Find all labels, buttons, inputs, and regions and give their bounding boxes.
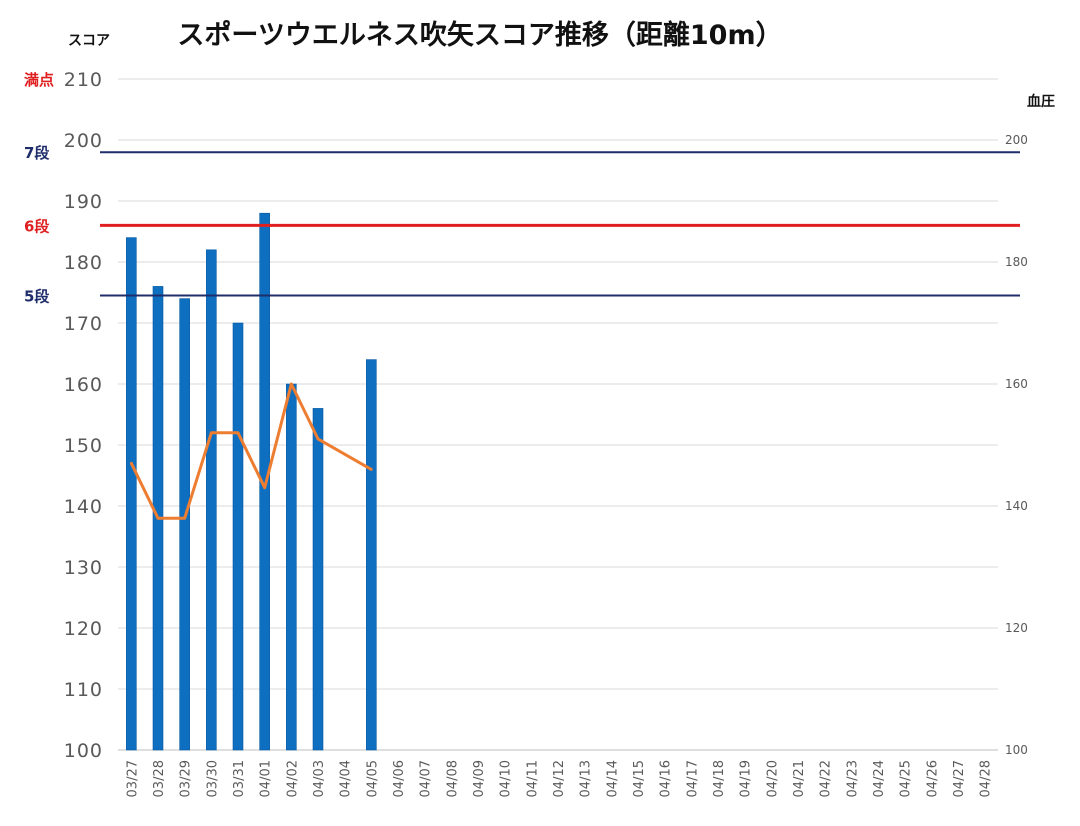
reference-label: 満点 — [24, 71, 54, 89]
y-tick-label: 130 — [64, 557, 103, 579]
y-tick-label: 110 — [64, 679, 103, 701]
bar — [206, 249, 217, 751]
bar — [126, 237, 137, 751]
line-point — [316, 437, 320, 441]
x-tick-label: 04/12 — [552, 760, 567, 797]
y2-tick-label: 200 — [1005, 133, 1028, 147]
x-tick-label: 04/15 — [632, 760, 647, 797]
x-tick-label: 04/26 — [925, 760, 940, 797]
bar-series — [126, 212, 377, 751]
x-tick-label: 04/16 — [659, 760, 674, 797]
y-tick-label: 100 — [64, 740, 103, 762]
x-tick-label: 04/08 — [445, 760, 460, 797]
y-tick-label: 120 — [64, 618, 103, 640]
y-axis-ticks: 100 110 120 130 140 150 160 170 180 190 200 210 — [64, 69, 103, 762]
bar — [179, 298, 190, 751]
line-point — [129, 461, 133, 465]
x-tick-label: 04/21 — [792, 760, 807, 797]
line-point — [236, 431, 240, 435]
x-tick-label: 04/23 — [845, 760, 860, 797]
x-tick-label: 03/28 — [152, 760, 167, 797]
y-axis-label: スコア — [68, 33, 110, 49]
gridlines — [118, 78, 998, 751]
x-tick-label: 04/04 — [339, 760, 354, 797]
x-tick-label: 03/30 — [205, 760, 220, 797]
x-tick-label: 04/07 — [419, 760, 434, 797]
y2-tick-label: 180 — [1005, 255, 1028, 269]
y2-tick-label: 160 — [1005, 377, 1028, 391]
line-series — [129, 382, 373, 520]
bar — [232, 322, 244, 751]
x-tick-label: 04/18 — [712, 760, 727, 797]
x-tick-label: 04/01 — [259, 760, 274, 797]
line-point — [183, 516, 187, 520]
y2-tick-label: 120 — [1005, 621, 1028, 635]
y-tick-label: 190 — [64, 191, 103, 213]
bar — [366, 359, 377, 751]
bar — [259, 212, 270, 751]
x-tick-label: 03/29 — [179, 760, 194, 797]
reference-lines: 満点 7段 6段 5段 — [24, 71, 1020, 306]
y-tick-label: 200 — [64, 130, 103, 152]
y-tick-label: 150 — [64, 435, 103, 457]
x-tick-label: 04/03 — [312, 760, 327, 797]
y2-axis-ticks: 100 120 140 160 180 200 — [1005, 133, 1028, 757]
x-tick-label: 04/02 — [285, 760, 300, 797]
y-tick-label: 170 — [64, 313, 103, 335]
line-point — [156, 516, 160, 520]
x-tick-label: 04/11 — [525, 760, 540, 797]
x-tick-label: 03/31 — [232, 760, 247, 797]
y2-axis-label: 血圧 — [1027, 93, 1055, 110]
chart-title: スポーツウエルネス吹矢スコア推移（距離10m） — [177, 19, 782, 51]
y2-tick-label: 140 — [1005, 499, 1028, 513]
x-tick-label: 04/17 — [685, 760, 700, 797]
reference-label: 7段 — [24, 144, 49, 162]
x-tick-label: 04/22 — [819, 760, 834, 797]
y-tick-label: 180 — [64, 252, 103, 274]
x-axis-ticks: 03/27 03/28 03/29 03/30 03/31 04/01 04/02 04/03… — [125, 760, 993, 797]
line-point — [369, 468, 373, 471]
x-tick-label: 03/27 — [125, 760, 140, 797]
y-tick-label: 140 — [64, 496, 103, 518]
reference-label: 5段 — [24, 288, 49, 306]
x-tick-label: 04/10 — [499, 760, 514, 797]
x-tick-label: 04/06 — [392, 760, 407, 797]
x-tick-label: 04/13 — [579, 760, 594, 797]
y-tick-label: 160 — [64, 374, 103, 396]
line-point — [263, 486, 267, 490]
line-point — [209, 431, 213, 435]
x-tick-label: 04/28 — [979, 760, 994, 797]
x-tick-label: 04/19 — [739, 760, 754, 797]
line-path — [129, 382, 373, 520]
line-point — [289, 382, 293, 386]
bar — [286, 383, 297, 751]
x-tick-label: 04/09 — [472, 760, 487, 797]
reference-label: 6段 — [24, 217, 49, 235]
x-tick-label: 04/27 — [952, 760, 967, 797]
x-tick-label: 04/14 — [605, 760, 620, 797]
x-tick-label: 04/24 — [872, 760, 887, 797]
bar — [312, 408, 324, 751]
x-tick-label: 04/20 — [765, 760, 780, 797]
y-tick-label: 210 — [64, 69, 103, 91]
x-tick-label: 04/25 — [899, 760, 914, 797]
y2-tick-label: 100 — [1005, 743, 1028, 757]
x-tick-label: 04/05 — [365, 760, 380, 797]
